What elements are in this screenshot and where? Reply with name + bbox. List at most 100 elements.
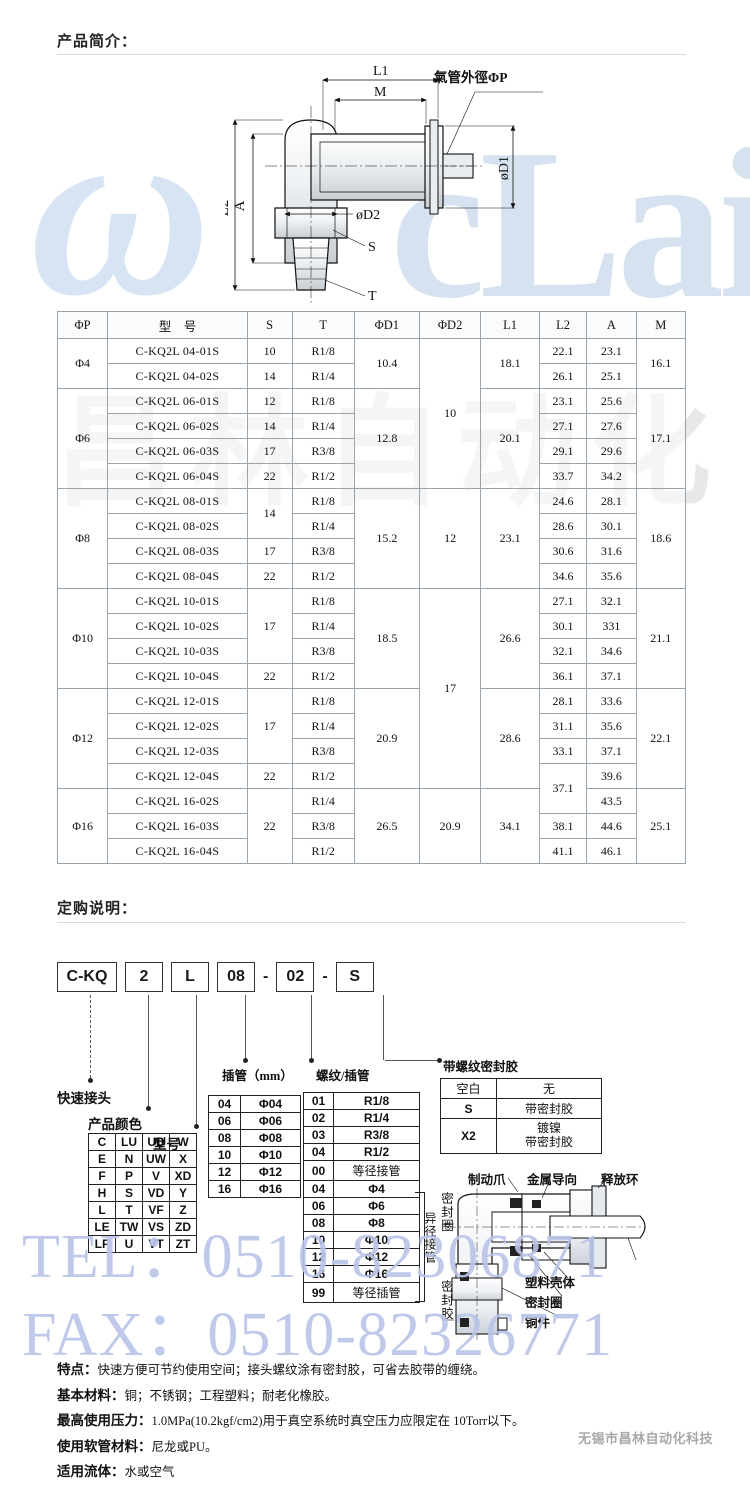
code-dash-1: - bbox=[263, 968, 269, 985]
code-part-tube[interactable]: 08 bbox=[217, 962, 255, 992]
cell-model: C-KQ2L 08-04S bbox=[107, 563, 248, 589]
cell-model: C-KQ2L 12-04S bbox=[107, 763, 248, 789]
thread-row: 02 R1/4 bbox=[303, 1109, 420, 1127]
code-part-series[interactable]: C-KQ bbox=[57, 962, 117, 992]
cell-l1: 20.1 bbox=[480, 388, 540, 489]
color-row: F P V XD bbox=[88, 1167, 197, 1185]
table-row: C-KQ2L 06-03S 17 R3/8 29.1 29.6 bbox=[58, 438, 686, 464]
cell-model: C-KQ2L 10-01S bbox=[107, 588, 248, 614]
color-cell: UW bbox=[142, 1150, 170, 1168]
cell-l2: 30.6 bbox=[538, 538, 588, 564]
label-t-text: T bbox=[368, 289, 377, 304]
code-part-color[interactable]: 2 bbox=[125, 962, 163, 992]
color-cell: ZD bbox=[169, 1218, 197, 1236]
thread-code-table: 01 R1/8 02 R1/4 03 R3/8 04 R1/2 00 等径接管 04 Φ4 … bbox=[303, 1092, 420, 1303]
cell-t: R1/4 bbox=[291, 513, 355, 539]
sealant-code-table: 空白无 S 带密封胶 X2 镀镍 带密封胶 bbox=[440, 1078, 602, 1154]
thread-code: 08 bbox=[303, 1214, 334, 1232]
tube-code: 12 bbox=[208, 1163, 241, 1181]
cell-d2: 12 bbox=[418, 488, 482, 589]
cell-s: 22 bbox=[246, 563, 293, 589]
code-part-thread[interactable]: 02 bbox=[276, 962, 315, 992]
label-release-ring: 释放环 bbox=[601, 1173, 639, 1187]
tube-code: 04 bbox=[208, 1095, 241, 1113]
cell-s: 17 bbox=[246, 588, 293, 664]
cell-l2: 29.1 bbox=[538, 438, 588, 464]
thread-row: 16 Φ16 bbox=[303, 1265, 420, 1283]
code-part-type[interactable]: L bbox=[171, 962, 209, 992]
header-phi-d1: ΦD1 bbox=[353, 311, 420, 339]
color-cell: Z bbox=[169, 1201, 197, 1219]
sealant-code: X2 bbox=[440, 1118, 497, 1154]
cell-l2: 32.1 bbox=[538, 638, 588, 664]
thread-value: Φ6 bbox=[333, 1197, 420, 1215]
dot-model bbox=[194, 1124, 199, 1129]
spec-line: 最高使用压力：1.0MPa(10.2kgf/cm2)用于真空系统时真空压力应限定… bbox=[57, 1409, 737, 1429]
thread-value: R3/8 bbox=[333, 1126, 420, 1144]
dot-tube bbox=[243, 1058, 248, 1063]
header-t: T bbox=[291, 311, 355, 339]
color-row: L T VF Z bbox=[88, 1201, 197, 1219]
tube-code: 06 bbox=[208, 1112, 241, 1130]
thread-row: 08 Φ8 bbox=[303, 1214, 420, 1232]
cell-a: 43.5 bbox=[586, 788, 637, 814]
spec-label: 使用软管材料： bbox=[57, 1438, 152, 1454]
cell-a: 25.6 bbox=[586, 388, 637, 414]
cell-l2: 23.1 bbox=[538, 388, 588, 414]
thread-value: 等径接管 bbox=[333, 1160, 420, 1181]
cell-l1: 26.6 bbox=[480, 588, 540, 689]
cell-t: R3/8 bbox=[291, 813, 355, 839]
cell-model: C-KQ2L 06-04S bbox=[107, 463, 248, 489]
header-phi-p: ΦP bbox=[56, 311, 109, 339]
cell-s: 22 bbox=[246, 763, 293, 789]
table-row: C-KQ2L 08-03S 17 R3/8 30.6 31.6 bbox=[58, 538, 686, 564]
color-cell: N bbox=[115, 1150, 143, 1168]
thread-value: R1/4 bbox=[333, 1109, 420, 1127]
color-cell: T bbox=[115, 1201, 143, 1219]
table-row: C-KQ2L 06-04S 22 R1/2 33.7 34.2 bbox=[58, 463, 686, 489]
table-row: C-KQ2L 06-02S 14 R1/4 27.1 27.6 bbox=[58, 413, 686, 439]
sealant-code: 空白 bbox=[440, 1078, 497, 1099]
thread-value: Φ4 bbox=[333, 1180, 420, 1198]
label-tube-mm: 插管（mm） bbox=[222, 1069, 293, 1083]
tube-size: Φ04 bbox=[240, 1095, 301, 1113]
color-cell: VS bbox=[142, 1218, 170, 1236]
cell-model: C-KQ2L 10-03S bbox=[107, 638, 248, 664]
cell-l1: 28.6 bbox=[480, 688, 540, 789]
thread-code: 03 bbox=[303, 1126, 334, 1144]
cell-t: R1/2 bbox=[291, 563, 355, 589]
cell-t: R1/8 bbox=[291, 588, 355, 614]
color-row: H S VD Y bbox=[88, 1184, 197, 1202]
cell-m: 16.1 bbox=[635, 338, 687, 389]
spec-line: 基本材料：铜；不锈钢；工程塑料；耐老化橡胶。 bbox=[57, 1384, 737, 1404]
cell-a: 23.1 bbox=[586, 338, 637, 364]
thread-value: Φ12 bbox=[333, 1248, 420, 1266]
cell-t: R1/4 bbox=[291, 613, 355, 639]
spec-value: 水或空气 bbox=[124, 1465, 175, 1479]
spec-label: 特点： bbox=[57, 1362, 98, 1377]
cell-l2: 41.1 bbox=[538, 838, 588, 864]
cell-s: 22 bbox=[246, 788, 293, 864]
leader-model bbox=[196, 995, 197, 1126]
tube-row: 12 Φ12 bbox=[208, 1163, 301, 1181]
cell-d1: 26.5 bbox=[353, 788, 420, 864]
cell-a: 46.1 bbox=[586, 838, 637, 864]
code-part-sealant[interactable]: S bbox=[335, 962, 374, 992]
cell-m: 22.1 bbox=[635, 688, 687, 789]
tube-size: Φ16 bbox=[240, 1180, 301, 1198]
thread-code: 12 bbox=[303, 1248, 334, 1266]
tube-row: 16 Φ16 bbox=[208, 1180, 301, 1198]
cell-s: 14 bbox=[246, 363, 293, 389]
thread-value: 等径插管 bbox=[333, 1282, 420, 1303]
cell-a: 29.6 bbox=[586, 438, 637, 464]
spec-line: 适用流体：水或空气 bbox=[57, 1460, 737, 1480]
leader-sealant-horizontal bbox=[385, 1060, 439, 1061]
header-model: 型 号 bbox=[107, 311, 248, 339]
cell-a: 30.1 bbox=[586, 513, 637, 539]
cell-l2: 27.1 bbox=[538, 588, 588, 614]
color-cell: ZT bbox=[169, 1235, 197, 1253]
ordering-code-diagram: C-KQ 2 L 08 - 02 - S bbox=[0, 950, 750, 1350]
table-row: Φ4 C-KQ2L 04-01S 10 R1/8 10.4 10 18.1 22… bbox=[56, 338, 687, 489]
thread-row: 04 R1/2 bbox=[303, 1143, 420, 1161]
thread-row: 01 R1/8 bbox=[303, 1092, 420, 1110]
